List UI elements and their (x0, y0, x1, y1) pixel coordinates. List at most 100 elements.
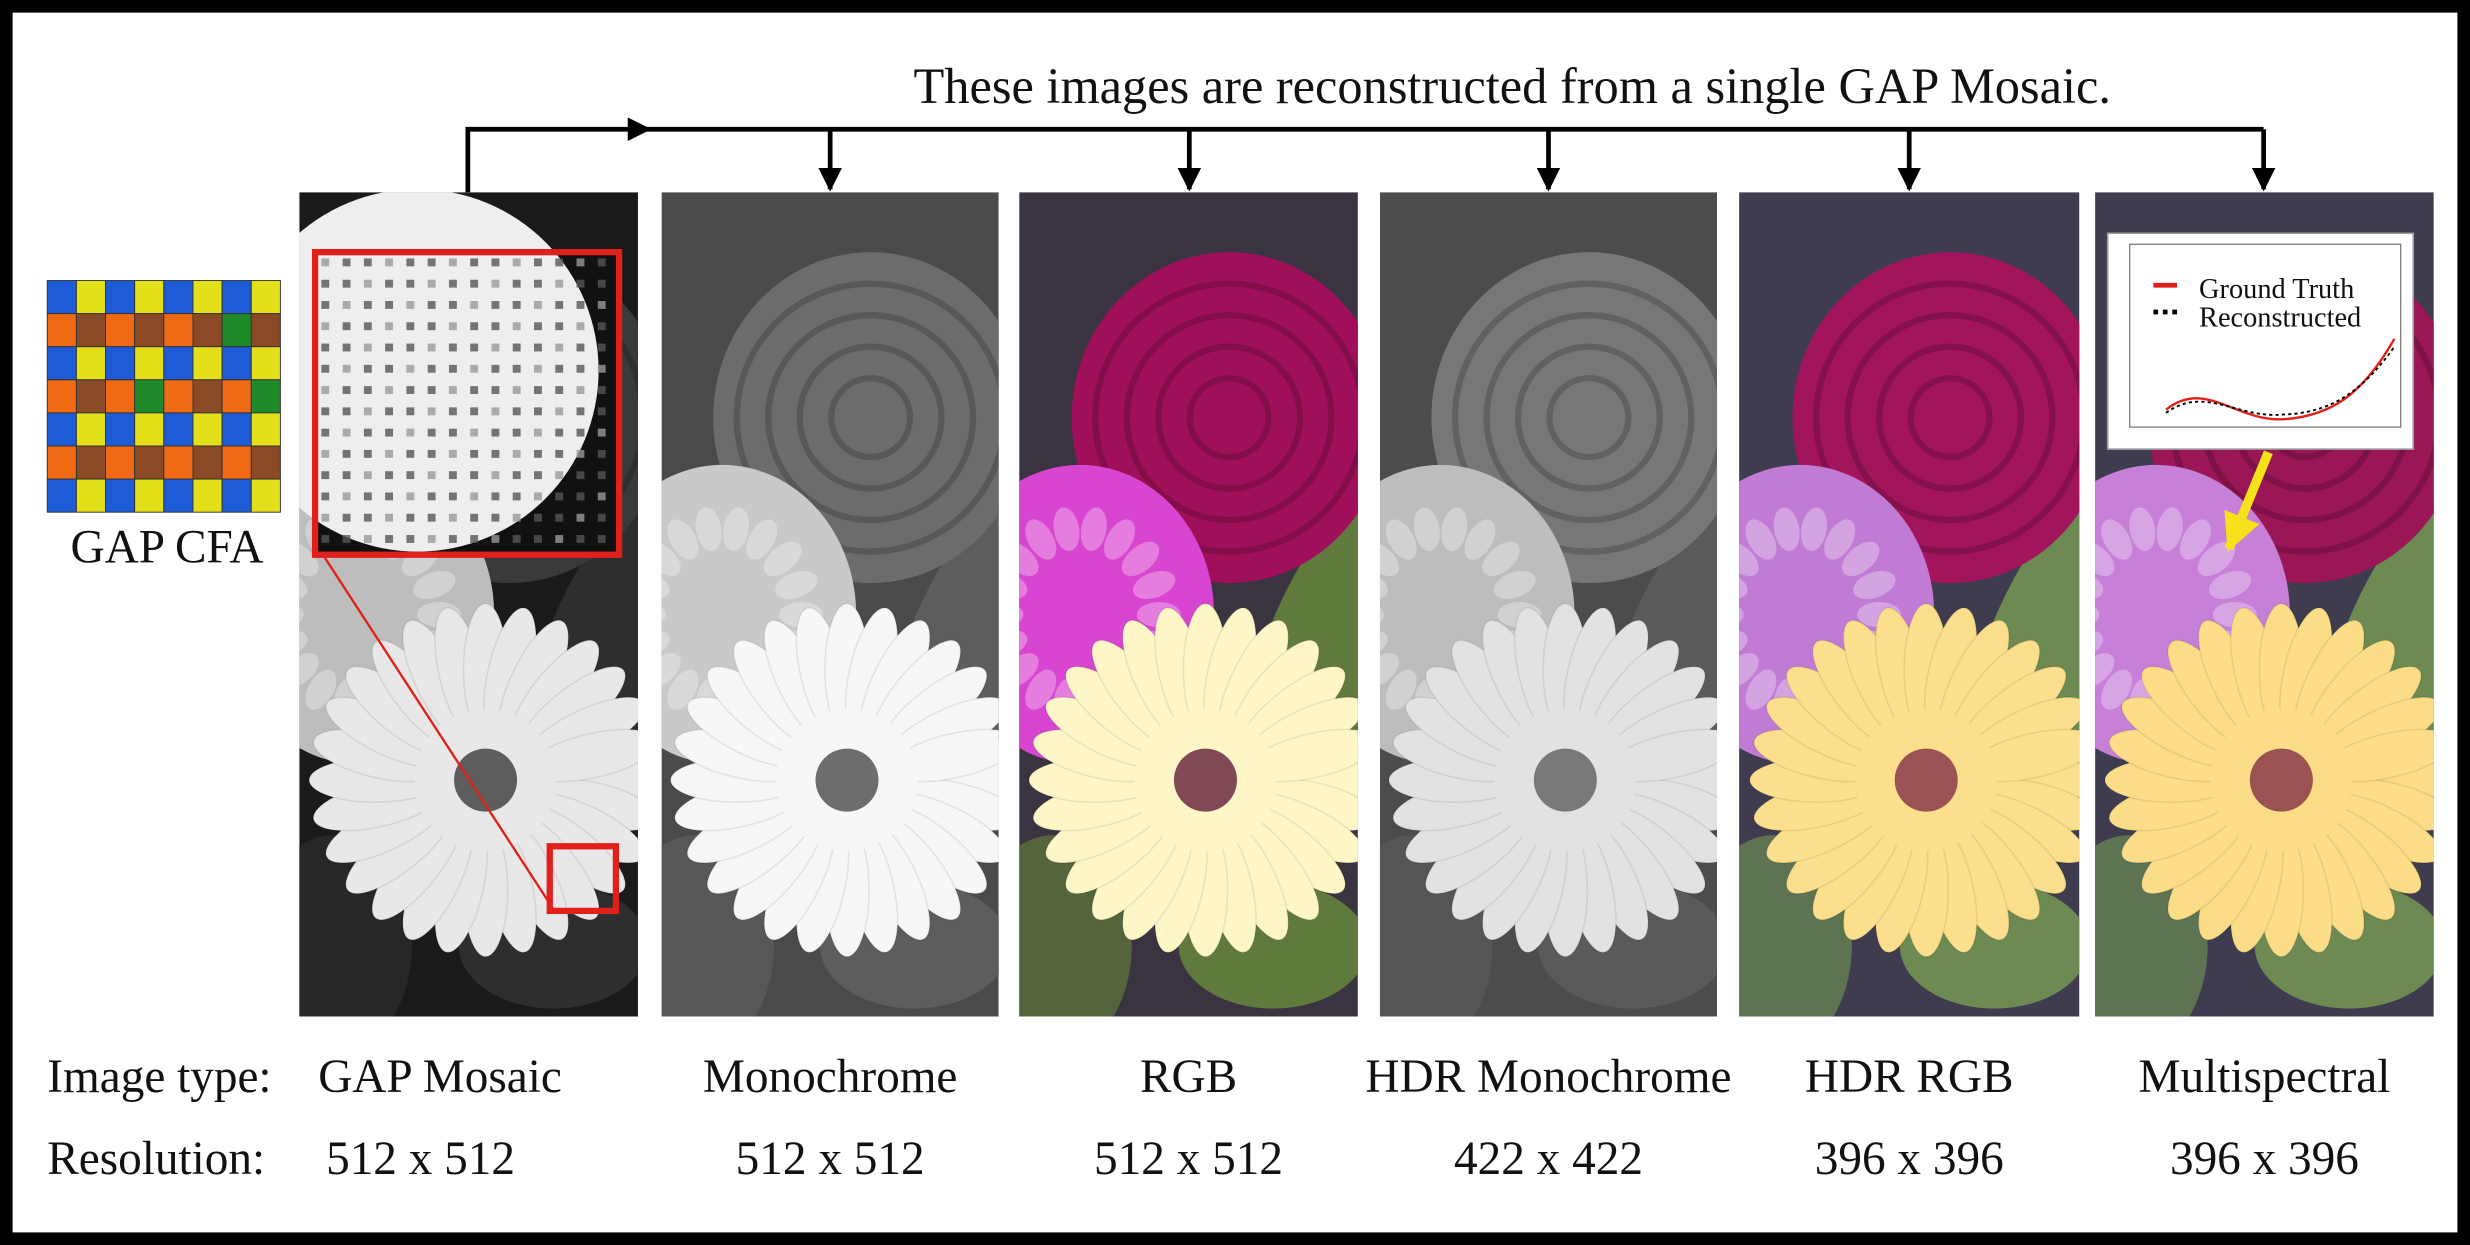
zoom-pixel (385, 535, 393, 543)
zoom-pixel (406, 429, 414, 437)
cfa-cell (76, 413, 105, 446)
zoom-pixel (555, 344, 563, 352)
zoom-pixel (598, 280, 606, 288)
zoom-pixel (577, 365, 585, 373)
zoom-pixel (555, 365, 563, 373)
zoom-pixel (513, 258, 521, 266)
zoom-pixel (577, 301, 585, 309)
zoom-pixel (449, 365, 457, 373)
zoom-pixel (385, 301, 393, 309)
zoom-pixel (577, 407, 585, 415)
image-type: HDR RGB (1805, 1051, 2014, 1103)
cfa-cell (222, 314, 251, 347)
row-label-resolution: Resolution: (47, 1133, 265, 1185)
zoom-pixel (449, 407, 457, 415)
zoom-pixel (534, 407, 542, 415)
cfa-cell (76, 446, 105, 479)
zoom-pixel (364, 492, 372, 500)
zoom-pixel (321, 322, 329, 330)
zoom-pixel (406, 301, 414, 309)
zoom-pixel (406, 492, 414, 500)
cfa-cell (193, 380, 222, 413)
zoom-pixel (406, 471, 414, 479)
zoom-pixel (343, 258, 351, 266)
cfa-cell (193, 347, 222, 380)
cfa-cell (47, 347, 76, 380)
gerbera-center (454, 749, 517, 812)
image-type: RGB (1140, 1051, 1237, 1103)
zoom-pixel (343, 322, 351, 330)
zoom-pixel (449, 344, 457, 352)
zoom-pixel (428, 471, 436, 479)
zoom-pixel (513, 492, 521, 500)
zoom-pixel (513, 386, 521, 394)
cfa-pattern (47, 281, 280, 513)
zoom-pixel (598, 492, 606, 500)
zoom-pixel (491, 492, 499, 500)
cfa-cell (193, 413, 222, 446)
zoom-pixel (577, 450, 585, 458)
zoom-pixel (343, 407, 351, 415)
zoom-pixel (385, 344, 393, 352)
zoom-pixel (470, 471, 478, 479)
zoom-pixel (428, 407, 436, 415)
zoom-pixel (343, 471, 351, 479)
zoom-pixel (491, 471, 499, 479)
zoom-pixel (321, 514, 329, 522)
zoom-pixel (385, 365, 393, 373)
gerbera-center (1895, 749, 1958, 812)
zoom-pixel (470, 514, 478, 522)
zoom-pixel (428, 365, 436, 373)
zoom-pixel (321, 429, 329, 437)
zoom-pixel (534, 365, 542, 373)
cfa-cell (135, 413, 164, 446)
zoom-pixel (406, 386, 414, 394)
cfa-cell (251, 380, 280, 413)
zoom-pixel (321, 344, 329, 352)
zoom-pixel (470, 492, 478, 500)
cfa-cell (164, 314, 193, 347)
zoom-pixel (470, 301, 478, 309)
image-type: HDR Monochrome (1365, 1051, 1731, 1103)
image-type: GAP Mosaic (318, 1051, 562, 1103)
zoom-pixel (385, 471, 393, 479)
zoom-pixel (343, 301, 351, 309)
zoom-pixel (555, 407, 563, 415)
cfa-cell (76, 314, 105, 347)
zoom-pixel (577, 386, 585, 394)
zoom-pixel (428, 322, 436, 330)
zoom-pixel (513, 344, 521, 352)
cfa-cell (76, 380, 105, 413)
zoom-pixel (385, 322, 393, 330)
resolution: 512 x 512 (1094, 1133, 1283, 1185)
cfa-cell (47, 281, 76, 314)
zoom-pixel (428, 344, 436, 352)
cfa-cell (135, 347, 164, 380)
zoom-pixel (534, 429, 542, 437)
cfa-cell (106, 314, 135, 347)
zoom-pixel (385, 450, 393, 458)
cfa-cell (47, 380, 76, 413)
zoom-pixel (428, 258, 436, 266)
cfa-cell (135, 380, 164, 413)
zoom-pixel (364, 280, 372, 288)
zoom-pixel (321, 450, 329, 458)
gerbera-center (2250, 749, 2313, 812)
zoom-pixel (385, 280, 393, 288)
zoom-pixel (555, 514, 563, 522)
legend-label: Ground Truth (2199, 274, 2354, 305)
zoom-pixel (406, 365, 414, 373)
zoom-pixel (470, 258, 478, 266)
zoom-pixel (428, 514, 436, 522)
zoom-pixel (598, 407, 606, 415)
zoom-pixel (385, 492, 393, 500)
cfa-cell (164, 281, 193, 314)
gerbera-center (1534, 749, 1597, 812)
zoom-pixel (470, 365, 478, 373)
zoom-pixel (555, 280, 563, 288)
zoom-pixel (555, 492, 563, 500)
cfa-cell (251, 446, 280, 479)
zoom-pixel (385, 386, 393, 394)
cfa-cell (193, 479, 222, 512)
cfa-cell (251, 281, 280, 314)
